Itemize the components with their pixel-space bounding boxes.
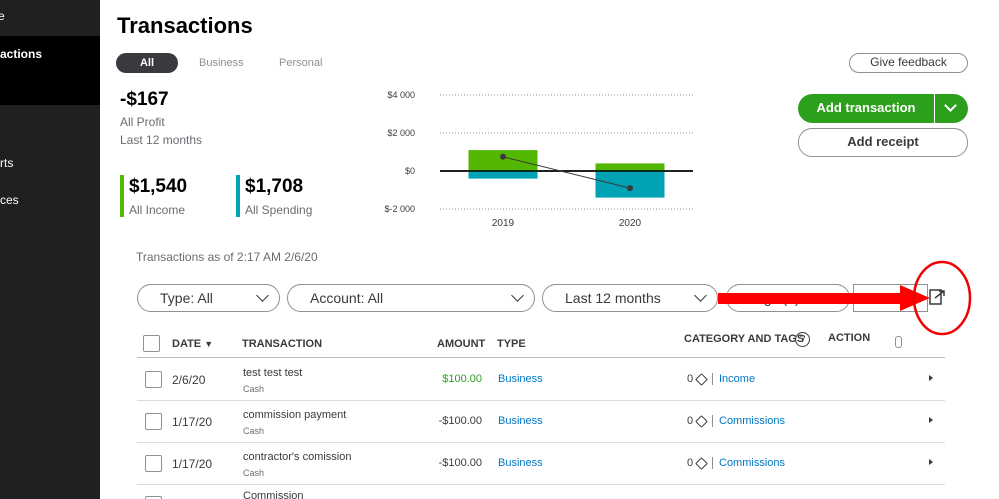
date: 1/17/20	[172, 415, 213, 429]
type[interactable]: Business	[498, 415, 543, 427]
column-label: DATE	[172, 338, 202, 350]
chart: $-2 000 $0 $2 000 $4 000 2019 2020	[384, 90, 693, 229]
date: 2/6/20	[172, 373, 206, 387]
tags: 0	[687, 457, 694, 469]
bar	[468, 171, 538, 179]
column-header: AMOUNT	[437, 338, 486, 350]
tag-icon	[695, 415, 708, 428]
checkbox[interactable]	[145, 413, 162, 430]
x-tick-label: 2020	[619, 218, 642, 229]
profit-point	[500, 153, 506, 160]
nav-item[interactable]: ces	[0, 193, 19, 207]
divider	[137, 442, 945, 443]
spending-bar	[236, 175, 240, 217]
tags: 0	[687, 373, 694, 385]
category[interactable]: Commissions	[712, 415, 785, 427]
help-icon[interactable]: ?	[795, 332, 810, 347]
bar	[595, 171, 665, 198]
filter[interactable]: Type: All	[137, 284, 280, 312]
sidebar: e actions rts ces	[0, 0, 100, 499]
add-receipt-button[interactable]: Add receipt	[798, 128, 968, 157]
nav-item[interactable]: actions	[0, 47, 43, 61]
feedback-button[interactable]: Give feedback	[849, 53, 968, 73]
account: Cash	[243, 426, 265, 436]
divider	[934, 94, 935, 123]
bar	[468, 150, 538, 171]
nav-item[interactable]: e	[0, 9, 5, 23]
button-label: Add transaction	[816, 100, 916, 115]
column-header[interactable]: DATE ▼	[172, 338, 214, 350]
annotation	[718, 260, 972, 336]
filter-label: Type: All	[160, 290, 213, 306]
divider	[137, 484, 945, 485]
profit-label: All Profit	[120, 115, 165, 129]
date: 1/17/20	[172, 457, 213, 471]
nav-selected	[0, 36, 100, 105]
filter[interactable]: Last 12 months	[542, 284, 718, 312]
tags: 0	[687, 415, 694, 427]
account: Cash	[243, 384, 265, 394]
spending-value: $1,708	[245, 176, 304, 197]
nav-item[interactable]: rts	[0, 156, 14, 170]
filter-label: Account: All	[310, 290, 384, 306]
profit-value: -$167	[120, 89, 169, 110]
column-header: TRANSACTION	[242, 338, 323, 350]
column-header: ACTION	[828, 332, 871, 344]
profit-line	[502, 156, 631, 189]
account: Cash	[243, 468, 265, 478]
transaction: test test test	[243, 367, 303, 379]
x-tick-label: 2019	[492, 218, 515, 229]
row-arrow[interactable]	[929, 375, 933, 381]
row-arrow[interactable]	[929, 459, 933, 465]
amount: -$100.00	[438, 415, 482, 427]
type[interactable]: Business	[498, 457, 543, 469]
amount: $100.00	[442, 373, 482, 385]
category[interactable]: Commissions	[712, 457, 785, 469]
dropdown-icon[interactable]	[944, 99, 957, 112]
transaction: commission payment	[243, 409, 347, 421]
tab[interactable]: Business	[199, 57, 244, 69]
income-label: All Income	[129, 203, 186, 217]
amount: -$100.00	[438, 457, 482, 469]
y-tick-label: $0	[405, 166, 415, 176]
tab[interactable]: Personal	[279, 57, 323, 69]
as-of: Transactions as of 2:17 AM 2/6/20	[136, 250, 318, 264]
checkbox[interactable]	[145, 371, 162, 388]
spending-label: All Spending	[245, 203, 313, 217]
bar	[595, 163, 665, 171]
checkbox[interactable]	[145, 496, 162, 499]
filter[interactable]: Account: All	[287, 284, 535, 312]
add-transaction-button[interactable]: Add transaction	[798, 94, 968, 123]
filter-label: Last 12 months	[565, 290, 661, 306]
column-header: TYPE	[497, 338, 526, 350]
tag-icon	[695, 457, 708, 470]
income-value: $1,540	[129, 176, 188, 197]
y-tick-label: $-2 000	[384, 204, 415, 214]
column-header: CATEGORY AND TAGS	[684, 333, 805, 345]
row-arrow[interactable]	[929, 417, 933, 423]
y-tick-label: $2 000	[387, 128, 415, 138]
divider	[137, 400, 945, 401]
type[interactable]: Business	[498, 373, 543, 385]
tab-active[interactable]: All	[116, 53, 178, 73]
export-icon[interactable]	[928, 287, 948, 307]
profit-point	[627, 185, 633, 192]
divider	[137, 357, 945, 358]
profit-period: Last 12 months	[120, 133, 203, 147]
page-title: Transactions	[117, 13, 253, 38]
category[interactable]: Income	[712, 373, 755, 385]
attachment-icon	[895, 336, 902, 348]
checkbox[interactable]	[145, 455, 162, 472]
transaction: contractor's comission	[243, 451, 352, 463]
checkbox[interactable]	[143, 335, 160, 352]
y-tick-label: $4 000	[387, 90, 415, 100]
tag-icon	[695, 373, 708, 386]
transaction: Commission	[243, 490, 304, 499]
income-bar	[120, 175, 124, 217]
